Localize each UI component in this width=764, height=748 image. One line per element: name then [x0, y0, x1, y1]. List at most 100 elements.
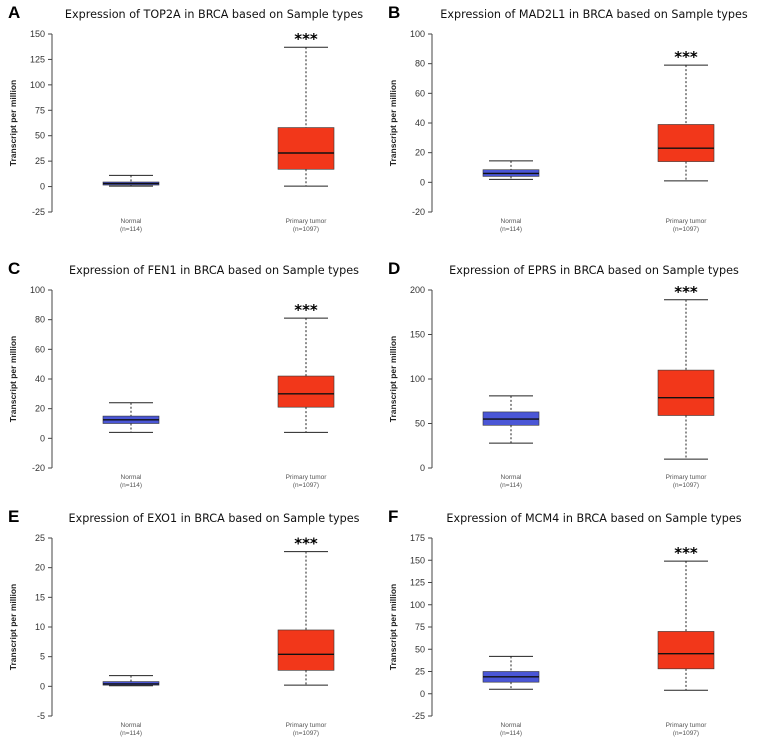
y-axis-label: Transcript per million — [388, 336, 398, 422]
significance-marker: *** — [294, 301, 318, 319]
box-primary-tumor — [657, 560, 715, 691]
category-label: Primary tumor — [286, 218, 328, 225]
category-count: (n=114) — [500, 482, 522, 489]
panel-letter: A — [8, 3, 20, 22]
box-primary-tumor — [277, 317, 335, 433]
y-tick-label: 100 — [30, 80, 45, 90]
chart-title: Expression of EXO1 in BRCA based on Samp… — [69, 512, 360, 525]
y-tick-label: 150 — [410, 555, 425, 565]
category-label: Primary tumor — [666, 722, 708, 729]
chart-svg: E Expression of EXO1 in BRCA based on Sam… — [8, 507, 360, 737]
y-tick-label: 0 — [40, 433, 45, 443]
y-tick-label: 80 — [35, 315, 45, 325]
category-count: (n=1097) — [673, 226, 699, 233]
significance-marker: *** — [294, 535, 318, 553]
y-tick-label: 75 — [415, 622, 425, 632]
box-normal — [482, 160, 540, 180]
y-axis-label: Transcript per million — [388, 80, 398, 166]
significance-marker: *** — [674, 544, 698, 562]
y-tick-label: 15 — [35, 592, 45, 602]
category-label: Normal — [501, 474, 523, 481]
y-tick-label: 100 — [30, 285, 45, 295]
iqr-box — [657, 631, 715, 670]
category-label: Primary tumor — [286, 722, 328, 729]
category-label: Normal — [121, 218, 143, 225]
y-axis-label: Transcript per million — [8, 336, 18, 422]
y-tick-label: -5 — [37, 711, 45, 721]
chart-panel-f: F Expression of MCM4 in BRCA based on Sam… — [386, 506, 758, 748]
chart-title: Expression of EPRS in BRCA based on Samp… — [449, 264, 739, 277]
box-primary-tumor — [657, 64, 715, 182]
y-tick-label: 80 — [415, 59, 425, 69]
y-tick-label: 60 — [35, 344, 45, 354]
y-tick-label: 20 — [415, 148, 425, 158]
y-tick-label: 50 — [415, 419, 425, 429]
y-tick-label: 5 — [40, 652, 45, 662]
y-tick-label: 20 — [35, 563, 45, 573]
chart-svg: F Expression of MCM4 in BRCA based on Sam… — [388, 507, 742, 737]
y-axis-label: Transcript per million — [8, 80, 18, 166]
chart-panel-d: D Expression of EPRS in BRCA based on Sam… — [386, 258, 758, 500]
iqr-box — [657, 124, 715, 162]
chart-svg: A Expression of TOP2A in BRCA based on Sa… — [8, 3, 363, 233]
panel-letter: E — [8, 507, 19, 526]
panel-letter: C — [8, 259, 20, 278]
y-tick-label: 50 — [415, 644, 425, 654]
category-count: (n=114) — [500, 226, 522, 233]
chart-panel-b: B Expression of MAD2L1 in BRCA based on S… — [386, 2, 758, 244]
category-label: Normal — [501, 218, 523, 225]
significance-marker: *** — [294, 30, 318, 48]
category-count: (n=1097) — [293, 730, 319, 737]
y-tick-label: -25 — [32, 207, 45, 217]
category-count: (n=1097) — [293, 482, 319, 489]
panel-letter: D — [388, 259, 400, 278]
y-tick-label: 60 — [415, 88, 425, 98]
box-normal — [102, 174, 160, 187]
category-label: Normal — [501, 722, 523, 729]
chart-title: Expression of MAD2L1 in BRCA based on Sa… — [440, 8, 748, 21]
y-tick-label: -20 — [32, 463, 45, 473]
y-tick-label: 40 — [35, 374, 45, 384]
panel-letter: B — [388, 3, 400, 22]
y-tick-label: 25 — [415, 667, 425, 677]
panel-letter: F — [388, 507, 398, 526]
y-tick-label: 20 — [35, 404, 45, 414]
chart-svg: B Expression of MAD2L1 in BRCA based on S… — [388, 3, 748, 233]
y-tick-label: 0 — [40, 182, 45, 192]
box-primary-tumor — [277, 46, 335, 187]
category-label: Normal — [121, 722, 143, 729]
chart-svg: D Expression of EPRS in BRCA based on Sam… — [388, 259, 739, 489]
category-label: Primary tumor — [666, 218, 708, 225]
y-axis-label: Transcript per million — [388, 584, 398, 670]
iqr-box — [277, 375, 335, 408]
y-tick-label: 0 — [420, 463, 425, 473]
y-tick-label: 125 — [410, 578, 425, 588]
y-tick-label: -25 — [412, 711, 425, 721]
y-tick-label: 75 — [35, 105, 45, 115]
iqr-box — [277, 127, 335, 170]
category-label: Normal — [121, 474, 143, 481]
category-count: (n=114) — [120, 482, 142, 489]
chart-title: Expression of FEN1 in BRCA based on Samp… — [69, 264, 359, 277]
y-tick-label: 100 — [410, 29, 425, 39]
y-tick-label: 150 — [410, 330, 425, 340]
significance-marker: *** — [674, 283, 698, 301]
y-tick-label: 125 — [30, 54, 45, 64]
chart-panel-a: A Expression of TOP2A in BRCA based on Sa… — [6, 2, 378, 244]
y-tick-label: 40 — [415, 118, 425, 128]
iqr-box — [657, 369, 715, 416]
chart-panel-c: C Expression of FEN1 in BRCA based on Sam… — [6, 258, 378, 500]
category-count: (n=1097) — [673, 730, 699, 737]
category-count: (n=114) — [120, 226, 142, 233]
y-tick-label: 0 — [40, 681, 45, 691]
chart-title: Expression of MCM4 in BRCA based on Samp… — [446, 512, 741, 525]
category-count: (n=1097) — [293, 226, 319, 233]
box-primary-tumor — [277, 551, 335, 686]
y-tick-label: -20 — [412, 207, 425, 217]
y-tick-label: 50 — [35, 131, 45, 141]
y-tick-label: 0 — [420, 689, 425, 699]
y-tick-label: 150 — [30, 29, 45, 39]
category-count: (n=1097) — [673, 482, 699, 489]
y-axis-label: Transcript per million — [8, 584, 18, 670]
y-tick-label: 100 — [410, 374, 425, 384]
